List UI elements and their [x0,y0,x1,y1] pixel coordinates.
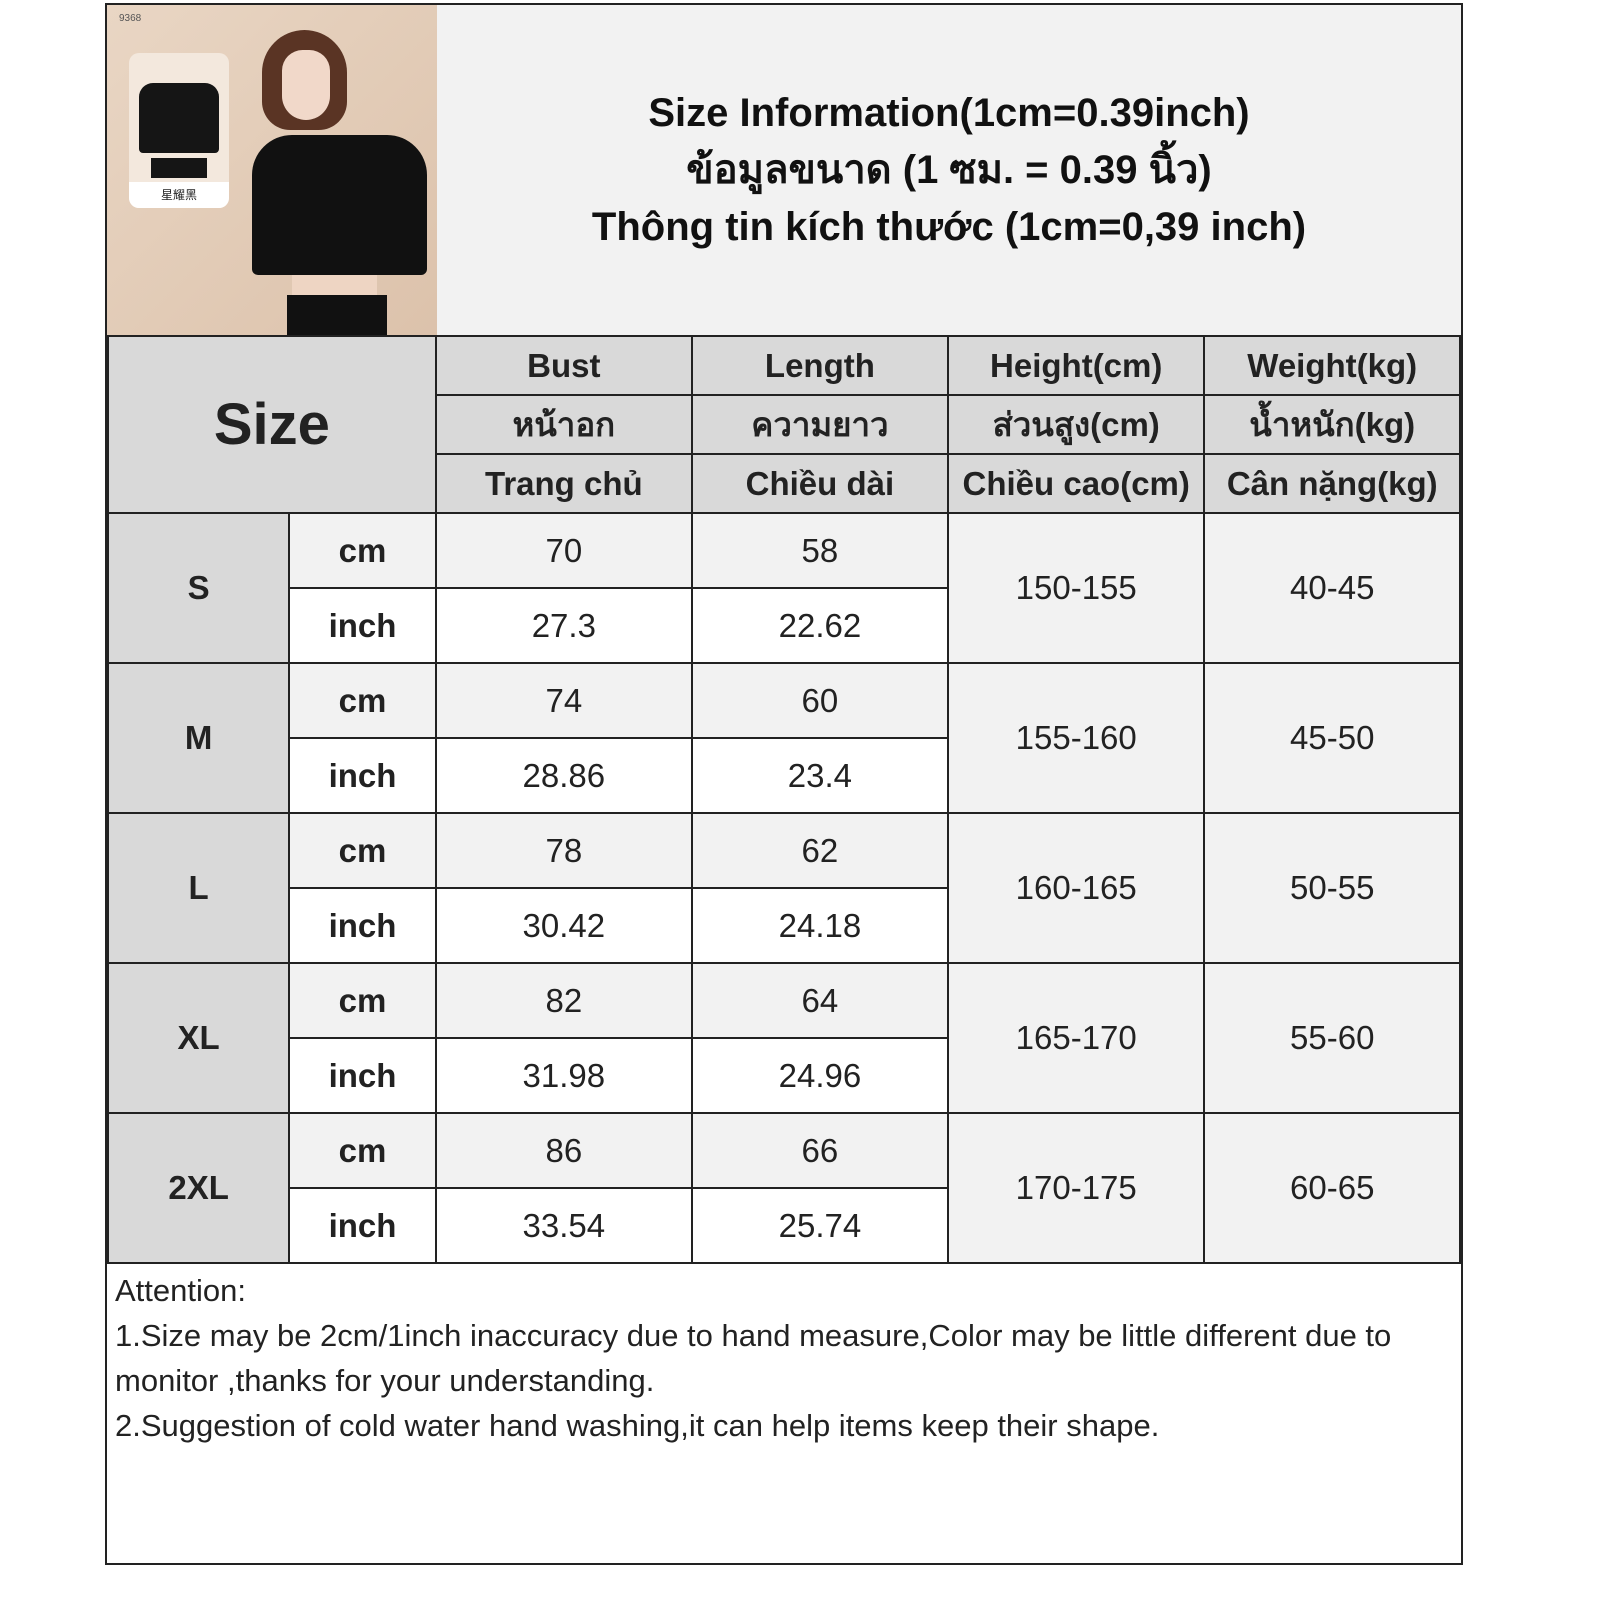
table-row: inch 30.42 24.18 [108,887,1460,964]
bust-inch: 31.98 [434,1037,693,1114]
length-cm: 64 [690,962,949,1039]
weight-range: 55-60 [1203,962,1461,1114]
table-row: XL cm 82 64 165-170 55-60 [106,962,1461,1114]
table-row: inch 27.3 22.62 [108,587,1460,664]
product-code: 9368 [119,13,142,24]
height-range: 160-165 [946,812,1206,964]
weight-range: 40-45 [1203,512,1461,664]
attention-heading: Attention: [115,1273,246,1308]
bust-inch: 30.42 [434,887,693,964]
color-label: 星耀黑 [129,182,229,208]
size-label: L [106,812,291,964]
height-range: 165-170 [946,962,1206,1114]
weight-range: 45-50 [1203,662,1461,814]
unit-cm: cm [288,512,437,589]
bust-cm: 86 [434,1112,693,1189]
title-vi: Thông tin kích thước (1cm=0,39 inch) [591,204,1307,249]
length-inch: 24.96 [690,1037,949,1114]
size-label: S [106,512,291,664]
bust-inch: 27.3 [434,587,693,664]
col-header-vi: Cân nặng(kg) [1203,453,1461,514]
length-cm: 62 [690,812,949,889]
col-header-vi: Trang chủ [434,453,693,514]
height-range: 155-160 [946,662,1206,814]
col-header-en: Length [690,335,949,396]
bust-inch: 33.54 [434,1187,693,1264]
col-header-th: ส่วนสูง(cm) [946,394,1206,455]
col-header-en: Bust [434,335,693,396]
size-header: Size [107,335,437,514]
unit-cm: cm [288,662,437,739]
size-info-title: Size Information(1cm=0.39inch) ข้อมูลขนา… [437,5,1461,335]
size-table: Size Bust Length Height(cm) Weight(kg) ห… [106,335,1461,1264]
unit-cm: cm [288,962,437,1039]
bust-cm: 78 [434,812,693,889]
bust-cm: 82 [434,962,693,1039]
unit-inch: inch [288,1037,437,1114]
length-inch: 24.18 [690,887,949,964]
length-inch: 23.4 [690,737,949,814]
size-label: 2XL [106,1112,291,1264]
table-row: inch 28.86 23.4 [108,737,1460,814]
weight-range: 50-55 [1203,812,1461,964]
size-label: M [106,662,291,814]
length-cm: 58 [690,512,949,589]
size-chart: 9368 星耀黑 Size Information(1cm=0.39inch) … [105,3,1463,1565]
unit-inch: inch [288,887,437,964]
attention-note-1: 1.Size may be 2cm/1inch inaccuracy due t… [115,1318,1392,1398]
title-th: ข้อมูลขนาด (1 ซม. = 0.39 นิ้ว) [686,147,1212,192]
length-cm: 60 [690,662,949,739]
table-row: 2XL cm 86 66 170-175 60-65 [106,1112,1461,1264]
unit-cm: cm [288,1112,437,1189]
weight-range: 60-65 [1203,1112,1461,1264]
table-row: inch 31.98 24.96 [108,1037,1460,1114]
size-label: XL [106,962,291,1114]
col-header-th: ความยาว [690,394,949,455]
bust-cm: 70 [434,512,693,589]
title-en: Size Information(1cm=0.39inch) [648,90,1250,135]
unit-inch: inch [288,1187,437,1264]
height-range: 170-175 [946,1112,1206,1264]
bust-cm: 74 [434,662,693,739]
length-inch: 22.62 [690,587,949,664]
back-view-inset: 星耀黑 [129,53,229,208]
bust-inch: 28.86 [434,737,693,814]
col-header-vi: Chiều dài [690,453,949,514]
col-header-vi: Chiều cao(cm) [946,453,1206,514]
col-header-en: Height(cm) [946,335,1206,396]
col-header-th: หน้าอก [434,394,693,455]
unit-cm: cm [288,812,437,889]
col-header-en: Weight(kg) [1203,335,1461,396]
length-inch: 25.74 [690,1187,949,1264]
unit-inch: inch [288,737,437,814]
unit-inch: inch [288,587,437,664]
attention-notes: Attention: 1.Size may be 2cm/1inch inacc… [107,1262,1461,1563]
product-photo: 9368 星耀黑 [107,5,439,335]
length-cm: 66 [690,1112,949,1189]
attention-note-2: 2.Suggestion of cold water hand washing,… [115,1408,1160,1443]
height-range: 150-155 [946,512,1206,664]
col-header-th: น้ำหนัก(kg) [1203,394,1461,455]
